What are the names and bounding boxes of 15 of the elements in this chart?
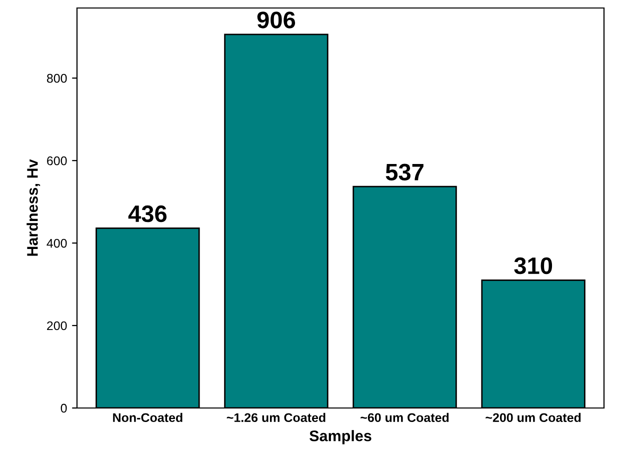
y-axis-title: Hardness, Hv [26, 159, 40, 256]
x-axis-title: Samples [310, 430, 372, 444]
data-label: 906 [257, 12, 296, 28]
y-tick-label: 200 [47, 321, 67, 330]
x-tick-label: Non-Coated [113, 412, 182, 422]
x-tick-label: ~60 um Coated [360, 412, 449, 422]
x-tick-label: ~1.26 um Coated [226, 412, 326, 422]
data-label: 537 [386, 164, 424, 181]
x-tick-label: ~200 um Coated [486, 412, 581, 422]
data-label: 436 [128, 205, 167, 222]
y-tick-label: 800 [46, 74, 67, 83]
y-tick-label: 600 [47, 156, 67, 166]
y-tick-label: 400 [46, 238, 67, 248]
y-tick-label: 0 [60, 404, 67, 413]
data-label: 310 [514, 257, 552, 274]
